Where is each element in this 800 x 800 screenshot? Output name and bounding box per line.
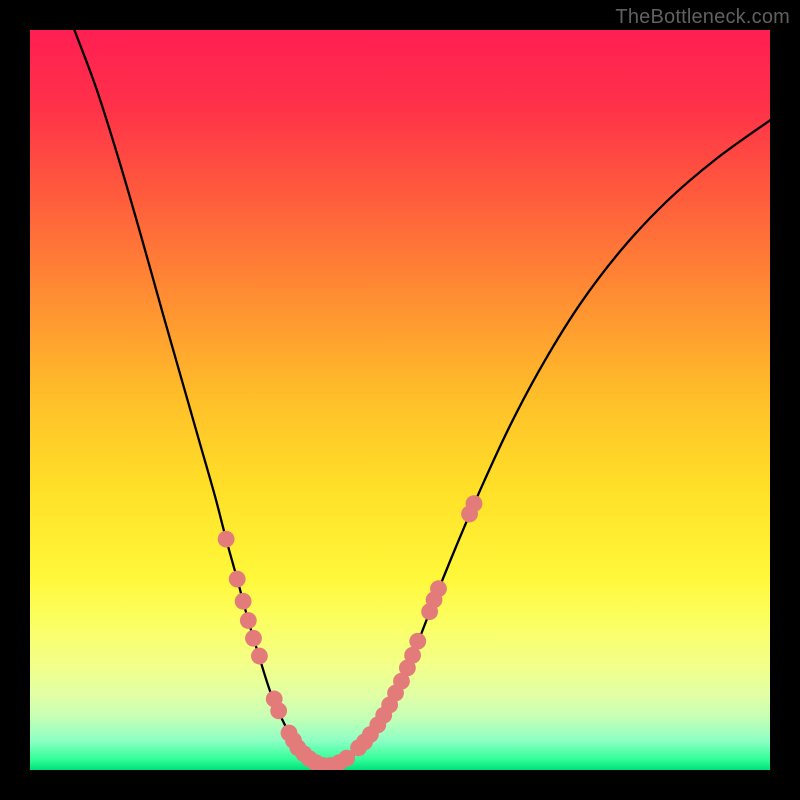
plot-area [30, 30, 770, 770]
data-dot [218, 531, 235, 548]
data-dot [466, 495, 483, 512]
chart-container [30, 30, 770, 770]
data-dot [409, 633, 426, 650]
watermark-text: TheBottleneck.com [615, 6, 790, 29]
data-dot [240, 612, 257, 629]
chart-svg [30, 30, 770, 770]
data-dot [251, 648, 268, 665]
data-dot [245, 630, 262, 647]
gradient-bg [30, 30, 770, 770]
data-dot [430, 580, 447, 597]
data-dot [270, 702, 287, 719]
data-dot [235, 593, 252, 610]
data-dot [229, 571, 246, 588]
